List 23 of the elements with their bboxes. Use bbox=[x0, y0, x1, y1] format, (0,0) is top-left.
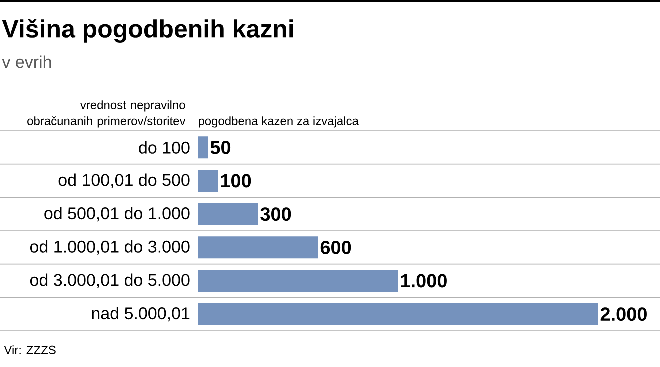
y-tick-label: od 3.000,01 do 5.000 bbox=[30, 274, 190, 288]
bar bbox=[198, 236, 318, 259]
y-tick-label: nad 5.000,01 bbox=[92, 307, 190, 322]
bar bbox=[198, 170, 218, 192]
data-label: 1.000 bbox=[401, 274, 447, 288]
text: v evrih bbox=[2, 56, 52, 68]
y-tick-label: od 100,01 do 500 bbox=[58, 174, 190, 188]
bar bbox=[198, 203, 258, 226]
y-tick-label: do 100 bbox=[139, 141, 190, 154]
chart-title: Višina pogodbenih kazni bbox=[2, 19, 294, 43]
data-label: 100 bbox=[221, 174, 252, 188]
bar bbox=[198, 136, 208, 159]
bar bbox=[198, 303, 598, 326]
x-axis-title: pogodbena kazen za izvajalca bbox=[198, 116, 359, 128]
y-axis-title: vrednost nepravilno obračunanih primerov/storitev bbox=[28, 100, 186, 128]
text: Vir: ZZZS bbox=[4, 346, 56, 354]
bar bbox=[198, 270, 398, 292]
data-label: 50 bbox=[210, 140, 231, 154]
y-tick-label: od 500,01 do 1.000 bbox=[44, 207, 190, 222]
data-label: 600 bbox=[320, 240, 352, 254]
y-tick-label: od 1.000,01 do 3.000 bbox=[30, 240, 190, 255]
data-label: 300 bbox=[260, 208, 292, 222]
data-label: 2.000 bbox=[600, 308, 647, 322]
